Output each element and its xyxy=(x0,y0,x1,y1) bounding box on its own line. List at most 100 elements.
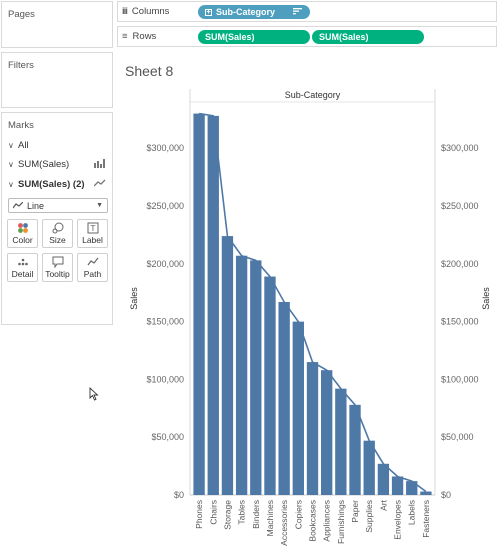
bar-machines xyxy=(264,276,276,495)
x-tick-label: Labels xyxy=(407,500,417,525)
tooltip-icon xyxy=(43,254,72,269)
chevron-down-icon: ∨ xyxy=(8,159,14,169)
bar-bookcases xyxy=(306,362,319,495)
rows-shelf-label: ≡ Rows xyxy=(122,31,156,42)
label-button[interactable]: T Label xyxy=(77,219,108,248)
color-label: Color xyxy=(12,235,33,245)
chevron-down-icon: ∨ xyxy=(8,140,14,150)
x-tick-label: Supplies xyxy=(364,500,374,533)
y-tick-label-left: $300,000 xyxy=(146,143,184,153)
marks-card-sum-sales-2[interactable]: ∨ SUM(Sales) (2) xyxy=(8,176,106,192)
mark-type-value: Line xyxy=(27,200,45,211)
rows-shelf[interactable]: ≡ Rows SUM(Sales) SUM(Sales) xyxy=(117,26,497,47)
detail-label: Detail xyxy=(11,269,34,279)
rows-pill-sum-sales-2[interactable]: SUM(Sales) xyxy=(312,30,424,44)
y-tick-label-right: $250,000 xyxy=(441,201,479,211)
rows-label-text: Rows xyxy=(132,31,157,42)
bar-art xyxy=(377,463,390,495)
columns-shelf-label: iii Columns xyxy=(122,6,169,17)
y-tick-label-right: $150,000 xyxy=(441,317,479,327)
x-tick-label: Bookcases xyxy=(308,500,318,542)
x-tick-label: Machines xyxy=(265,500,275,536)
tooltip-label: Tooltip xyxy=(45,269,70,279)
column-header: Sub-Category xyxy=(285,90,341,100)
y-tick-label-right: $300,000 xyxy=(441,143,479,153)
dropdown-arrow-icon: ▼ xyxy=(96,202,103,209)
y-tick-label-left: $50,000 xyxy=(151,432,184,442)
marks-card1-label: SUM(Sales) xyxy=(18,158,70,170)
sales-line xyxy=(198,112,427,493)
marks-title: Marks xyxy=(8,120,34,131)
pages-card[interactable]: Pages xyxy=(1,1,113,48)
columns-pill-label: Sub-Category xyxy=(216,7,276,17)
bar-envelopes xyxy=(391,476,404,495)
bar-appliances xyxy=(321,370,333,495)
x-tick-label: Envelopes xyxy=(393,500,403,540)
label-icon: T xyxy=(78,220,107,235)
y-tick-label-right: $0 xyxy=(441,490,451,500)
filters-card[interactable]: Filters xyxy=(1,52,113,108)
x-tick-label: Storage xyxy=(222,500,232,530)
size-icon xyxy=(43,220,72,235)
chevron-down-icon: ∨ xyxy=(8,179,14,189)
rows-pill-label-2: SUM(Sales) xyxy=(319,32,369,42)
bar-fasteners xyxy=(420,491,432,495)
bar-tables xyxy=(235,255,248,495)
bar-labels xyxy=(406,481,418,495)
columns-shelf[interactable]: iii Columns + Sub-Category xyxy=(117,1,497,22)
rows-pill-sum-sales[interactable]: SUM(Sales) xyxy=(198,30,310,44)
columns-pill-sub-category[interactable]: + Sub-Category xyxy=(198,5,310,19)
bar-paper xyxy=(349,404,361,495)
bar-accessories xyxy=(278,301,290,495)
x-tick-label: Binders xyxy=(251,500,261,529)
sheet-title[interactable]: Sheet 8 xyxy=(125,63,174,79)
size-button[interactable]: Size xyxy=(42,219,73,248)
y-tick-label-left: $200,000 xyxy=(146,259,184,269)
x-tick-label: Paper xyxy=(350,500,360,523)
bar-chairs xyxy=(207,115,219,495)
expand-plus-icon: + xyxy=(205,9,212,17)
mark-type-dropdown[interactable]: Line ▼ xyxy=(8,198,108,213)
y-tick-label-left: $150,000 xyxy=(146,317,184,327)
y-tick-label-left: $0 xyxy=(174,490,184,500)
x-tick-label: Fasteners xyxy=(421,500,431,538)
rows-icon: ≡ xyxy=(122,31,128,42)
y-tick-label-right: $200,000 xyxy=(441,259,479,269)
columns-label-text: Columns xyxy=(131,6,170,17)
detail-button[interactable]: Detail xyxy=(7,253,38,282)
bar-storage xyxy=(221,236,234,496)
bar-binders xyxy=(250,260,262,495)
sort-icon xyxy=(293,5,302,19)
marks-card: Marks ∨ All ∨ SUM(Sales) ∨ SUM(Sales) (2… xyxy=(1,112,113,325)
line-chart-icon xyxy=(93,179,106,190)
path-button[interactable]: Path xyxy=(77,253,108,282)
x-tick-label: Appliances xyxy=(322,500,332,542)
y-tick-label-right: $50,000 xyxy=(441,432,474,442)
detail-icon xyxy=(8,254,37,269)
path-icon xyxy=(78,254,107,269)
y-tick-label-left: $250,000 xyxy=(146,201,184,211)
columns-icon: iii xyxy=(122,6,128,17)
y-axis-title-left: Sales xyxy=(129,287,139,310)
bar-copiers xyxy=(292,321,304,495)
left-panel: Pages Filters Marks ∨ All ∨ SUM(Sales) ∨… xyxy=(0,0,114,551)
bar-furnishings xyxy=(335,388,347,495)
y-axis-title-right: Sales xyxy=(481,287,491,310)
marks-all-row[interactable]: ∨ All xyxy=(8,137,106,153)
x-tick-label: Tables xyxy=(237,500,247,525)
marks-card-sum-sales[interactable]: ∨ SUM(Sales) xyxy=(8,156,106,172)
color-button[interactable]: Color xyxy=(7,219,38,248)
path-label: Path xyxy=(83,269,102,279)
x-tick-label: Art xyxy=(378,499,388,511)
x-tick-label: Furnishings xyxy=(336,500,346,544)
bar-phones xyxy=(193,113,205,495)
tooltip-button[interactable]: Tooltip xyxy=(42,253,73,282)
chart-svg[interactable]: Sub-Category $0 $0 $50,000 $50,000 $100,000 $1… xyxy=(117,50,498,550)
label-label: Label xyxy=(82,235,103,245)
x-tick-label: Accessories xyxy=(279,500,289,546)
bar-supplies xyxy=(363,440,375,495)
marks-card2-label: SUM(Sales) (2) xyxy=(18,178,85,190)
x-tick-label: Phones xyxy=(194,500,204,529)
rows-pill-label-1: SUM(Sales) xyxy=(205,32,255,42)
line-mark-icon xyxy=(12,201,24,211)
